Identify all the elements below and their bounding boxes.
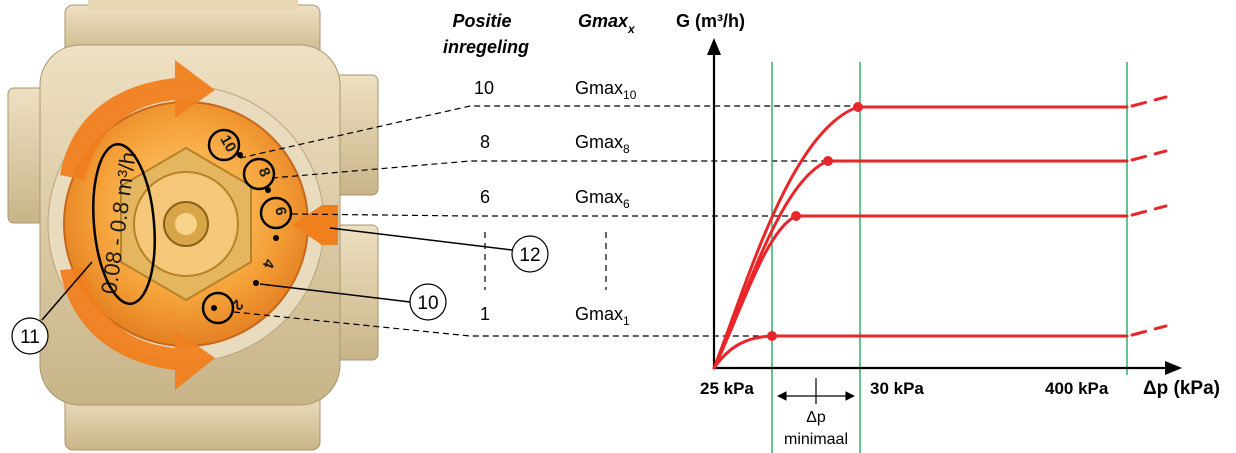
point-gmax-10 xyxy=(853,102,863,112)
dial-dot-2 xyxy=(211,305,217,311)
gmax-label-8: Gmax8 xyxy=(575,132,630,156)
point-gmax-8 xyxy=(823,156,833,166)
leader-line-6 xyxy=(291,213,796,217)
callout-12 xyxy=(511,235,549,273)
position-value-1: 1 xyxy=(480,304,490,324)
position-pointer-icon xyxy=(292,205,338,245)
callouts: 10 11 12 xyxy=(11,227,549,355)
highlight-dial-2 xyxy=(201,291,235,325)
valve-picture: 0.08 - 0.8 m³/h 10 8 6 4 2 xyxy=(7,0,379,451)
position-value-10: 10 xyxy=(474,78,494,98)
callout-10 xyxy=(409,283,447,321)
range-label-highlight xyxy=(92,143,156,305)
position-value-8: 8 xyxy=(480,132,490,152)
rotation-arrow-top-icon xyxy=(60,60,215,180)
leader-lines xyxy=(233,105,858,337)
y-axis-arrow-icon xyxy=(707,38,721,55)
dial-dot-10 xyxy=(237,152,243,158)
gmax-label-1: Gmax1 xyxy=(575,304,630,328)
flow-curves xyxy=(712,95,1168,370)
curve-ext-8 xyxy=(1130,149,1168,162)
tick-25kpa: 25 kPa xyxy=(700,379,754,398)
x-axis-arrow-icon xyxy=(1165,361,1182,375)
x-axis-label: Δp (kPa) xyxy=(1143,378,1220,399)
highlight-dial-8 xyxy=(242,157,276,191)
position-rows: 10 Gmax10 8 Gmax8 6 Gmax6 1 Gmax1 xyxy=(474,78,637,328)
callout-11 xyxy=(11,317,49,355)
position-value-6: 6 xyxy=(480,187,490,207)
flow-chart: G (m³/h) Δp (kPa) 25 kPa 30 kPa 400 kPa … xyxy=(676,11,1220,453)
curve-ext-1 xyxy=(1130,324,1168,337)
gmax-label-10: Gmax10 xyxy=(575,78,637,102)
position-header-line2: inregeling xyxy=(443,37,529,57)
curve-ext-6 xyxy=(1130,204,1168,217)
dp-minimum-label-line2: minimaal xyxy=(784,431,848,448)
dial-dot-6 xyxy=(273,235,279,241)
dial-dot-8 xyxy=(265,187,271,193)
highlight-dial-10 xyxy=(207,128,241,162)
curve-gmax-1 xyxy=(712,334,1129,370)
rotation-arrow-bottom-icon xyxy=(60,268,215,390)
gmax-header: Gmaxx xyxy=(578,11,636,36)
curve-gmax-10 xyxy=(712,105,1129,370)
point-gmax-6 xyxy=(791,211,801,221)
point-gmax-1 xyxy=(767,331,777,341)
dp-minimum-label-line1: Δp xyxy=(806,409,826,426)
curve-gmax-6 xyxy=(712,214,1129,370)
leader-line-10 xyxy=(239,105,858,159)
highlight-dial-6 xyxy=(259,196,293,230)
dial-number-10: 10 xyxy=(216,132,239,155)
curve-ext-10 xyxy=(1130,95,1168,108)
gmax-label-6: Gmax6 xyxy=(575,187,630,211)
dial-dot-4 xyxy=(253,280,259,286)
callout-11-label: 11 xyxy=(20,327,40,348)
tick-400kpa: 400 kPa xyxy=(1045,379,1109,398)
y-axis-label: G (m³/h) xyxy=(676,11,745,31)
callout-12-label: 12 xyxy=(519,245,540,266)
callout-10-label: 10 xyxy=(417,293,438,314)
dial-number-6: 6 xyxy=(271,206,289,217)
position-header-line1: Positie xyxy=(452,11,511,31)
tick-30kpa: 30 kPa xyxy=(870,379,924,398)
